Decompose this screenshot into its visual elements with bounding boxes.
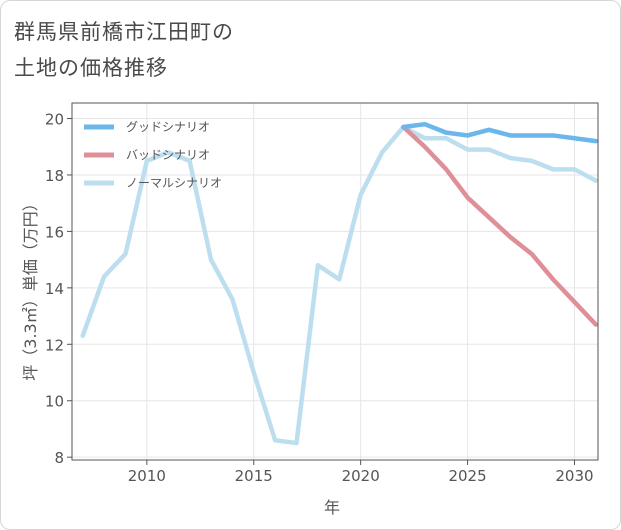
x-ticks: 2010 2015 2020 2025 2030 [128, 460, 594, 485]
y-tick-label: 12 [45, 336, 64, 354]
title-line-1: 群馬県前橋市江田町の [14, 20, 234, 44]
legend-label-2: ノーマルシナリオ [126, 176, 222, 190]
x-tick-label: 2020 [342, 467, 380, 485]
plot-border [71, 102, 599, 461]
legend-label-1: バッドシナリオ [126, 148, 210, 162]
series-line-0 [401, 121, 598, 144]
title-line-2: 土地の価格推移 [14, 56, 168, 80]
y-tick-label: 16 [45, 223, 64, 241]
y-tick-label: 18 [45, 167, 64, 185]
grid [72, 103, 598, 460]
chart-title: 群馬県前橋市江田町の 土地の価格推移 [14, 14, 234, 86]
y-tick-label: 20 [45, 111, 64, 129]
y-tick-label: 10 [45, 393, 64, 411]
y-ticks: 8 10 12 14 16 18 20 [45, 111, 72, 467]
x-tick-label: 2025 [448, 467, 486, 485]
legend-label-0: グッドシナリオ [126, 120, 210, 134]
plot-frame [71, 102, 599, 461]
x-tick-label: 2030 [555, 467, 593, 485]
y-tick-label: 14 [45, 280, 64, 298]
y-tick-label: 8 [54, 449, 64, 467]
x-axis-label: 年 [324, 498, 340, 517]
x-tick-label: 2010 [128, 467, 166, 485]
x-tick-label: 2015 [235, 467, 273, 485]
series-line-2 [80, 124, 598, 446]
y-axis-label: 坪（3.3㎡）単価（万円） [21, 195, 40, 380]
series-line-1 [401, 124, 598, 327]
series-lines [80, 121, 598, 446]
